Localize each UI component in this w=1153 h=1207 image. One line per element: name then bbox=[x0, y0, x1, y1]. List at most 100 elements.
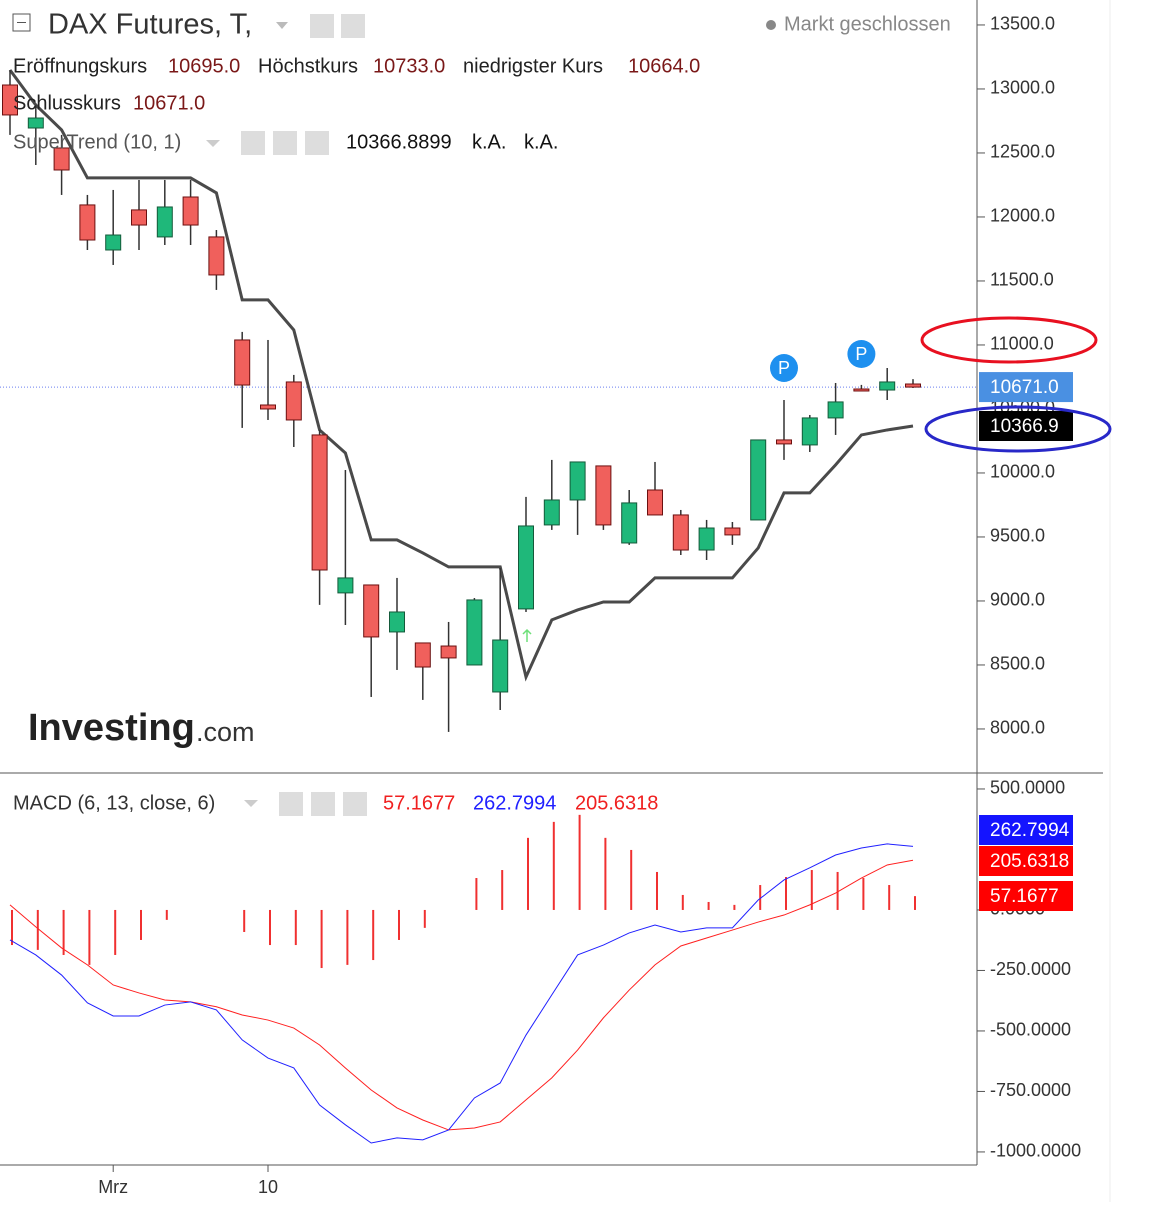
histogram-bar bbox=[114, 909, 117, 955]
status-dot bbox=[766, 20, 776, 30]
dropdown[interactable] bbox=[276, 22, 288, 29]
price-badge bbox=[979, 815, 1073, 845]
histogram-bar bbox=[140, 909, 142, 940]
candle-body bbox=[182, 196, 199, 226]
indicator-name: SuperTrend (10, 1) bbox=[13, 131, 181, 153]
collapse-icon[interactable] bbox=[12, 13, 31, 32]
close-icon[interactable] bbox=[305, 131, 329, 155]
candle-body bbox=[595, 465, 612, 526]
price-badge-label: 57.1677 bbox=[990, 886, 1059, 907]
macd-line bbox=[9, 843, 914, 1144]
close-icon[interactable] bbox=[343, 792, 367, 816]
candle-body bbox=[27, 117, 44, 129]
candle-body bbox=[698, 527, 715, 551]
price-badge-label: 10671.0 bbox=[990, 377, 1059, 398]
candle-body bbox=[131, 209, 147, 226]
histogram-bar bbox=[578, 814, 581, 910]
candle-body bbox=[156, 206, 173, 238]
histogram-bar bbox=[656, 871, 658, 910]
y-tick-label: 9000.0 bbox=[990, 590, 1045, 610]
histogram-bar bbox=[552, 821, 555, 910]
candle-body bbox=[337, 577, 354, 594]
legend-label: Schlusskurs bbox=[13, 92, 121, 114]
price-badge bbox=[979, 846, 1073, 876]
y-tick-label: 9500.0 bbox=[990, 526, 1045, 546]
candle-body bbox=[801, 417, 818, 446]
price-badge bbox=[979, 372, 1073, 403]
legend-value: 10733.0 bbox=[373, 55, 445, 77]
histogram-bar bbox=[243, 909, 246, 932]
gear-icon[interactable] bbox=[273, 131, 297, 155]
candle-body bbox=[492, 639, 509, 693]
candle-body bbox=[2, 84, 18, 116]
legend-label: niedrigster Kurs bbox=[463, 55, 603, 77]
y-tick-label: -250.0000 bbox=[990, 959, 1071, 979]
pivot-marker-label: P bbox=[855, 344, 867, 364]
chart-title: DAX Futures, T, bbox=[48, 9, 252, 41]
market-status: Markt geschlossen bbox=[784, 13, 951, 35]
indicator-value: 262.7994 bbox=[473, 792, 556, 814]
x-tick-label: 10 bbox=[258, 1177, 278, 1197]
y-tick-label: 12000.0 bbox=[990, 206, 1055, 226]
histogram-bar bbox=[914, 896, 916, 910]
candle-body bbox=[647, 489, 663, 516]
x-tick-label: Mrz bbox=[98, 1177, 128, 1197]
indicator-value: 205.6318 bbox=[575, 792, 658, 814]
indicator-value: 10366.8899 bbox=[346, 131, 452, 153]
histogram-bar bbox=[759, 885, 762, 910]
legend-value: 10671.0 bbox=[133, 92, 205, 114]
candle-body bbox=[879, 381, 896, 391]
candle-body bbox=[518, 525, 534, 610]
legend-label: Eröffnungskurs bbox=[13, 55, 147, 77]
candle-body bbox=[53, 147, 70, 171]
legend-value: 10695.0 bbox=[168, 55, 240, 77]
candle-body bbox=[311, 434, 328, 571]
candle-body bbox=[724, 527, 741, 536]
candle-body bbox=[569, 461, 586, 501]
price-badge-label: 262.7994 bbox=[990, 820, 1070, 841]
histogram-bar bbox=[475, 878, 478, 910]
dropdown[interactable] bbox=[206, 140, 220, 147]
candle-body bbox=[79, 204, 96, 241]
logo: .com bbox=[196, 717, 255, 747]
candle-body bbox=[414, 642, 431, 668]
y-tick-label: 500.0000 bbox=[990, 778, 1065, 798]
y-tick-label: 13500.0 bbox=[990, 14, 1055, 34]
supertrend-line bbox=[8, 69, 914, 682]
candle-body bbox=[621, 502, 638, 544]
y-tick-label: -500.0000 bbox=[990, 1020, 1071, 1040]
candle-body bbox=[827, 401, 844, 419]
front-layer: P P 10366.9 10671.0 262.7994 205.6318 57.1677 bbox=[770, 340, 1073, 911]
y-tick-label: 11000.0 bbox=[990, 334, 1054, 354]
histogram-bar bbox=[681, 894, 684, 910]
candle-body bbox=[905, 383, 921, 388]
pivot-marker-label: P bbox=[778, 358, 790, 378]
histogram-bar bbox=[862, 878, 865, 910]
histogram-bar bbox=[88, 909, 91, 965]
gear-icon[interactable] bbox=[311, 792, 335, 816]
candle-body bbox=[853, 388, 870, 392]
eye-icon[interactable] bbox=[241, 131, 265, 155]
legend-value: 10664.0 bbox=[628, 55, 700, 77]
eye-icon[interactable] bbox=[310, 14, 334, 38]
dropdown[interactable] bbox=[244, 800, 258, 807]
candle-body bbox=[776, 439, 792, 445]
y-tick-label: -750.0000 bbox=[990, 1080, 1071, 1100]
candle-body bbox=[105, 234, 122, 251]
gear-icon[interactable] bbox=[341, 14, 365, 38]
histogram-bar bbox=[165, 909, 168, 920]
y-tick-label: 8500.0 bbox=[990, 654, 1045, 674]
histogram-bar bbox=[398, 909, 400, 940]
histogram-bar bbox=[733, 904, 736, 910]
histogram-bar bbox=[372, 909, 375, 961]
indicator-value: 57.1677 bbox=[383, 792, 455, 814]
highlight-ellipse bbox=[920, 316, 1098, 364]
pivot-marker bbox=[847, 340, 876, 368]
indicator-name: MACD (6, 13, close, 6) bbox=[13, 792, 215, 814]
candle-body bbox=[208, 236, 225, 276]
eye-icon[interactable] bbox=[279, 792, 303, 816]
candle-body bbox=[466, 599, 483, 666]
candle-body bbox=[363, 584, 380, 638]
